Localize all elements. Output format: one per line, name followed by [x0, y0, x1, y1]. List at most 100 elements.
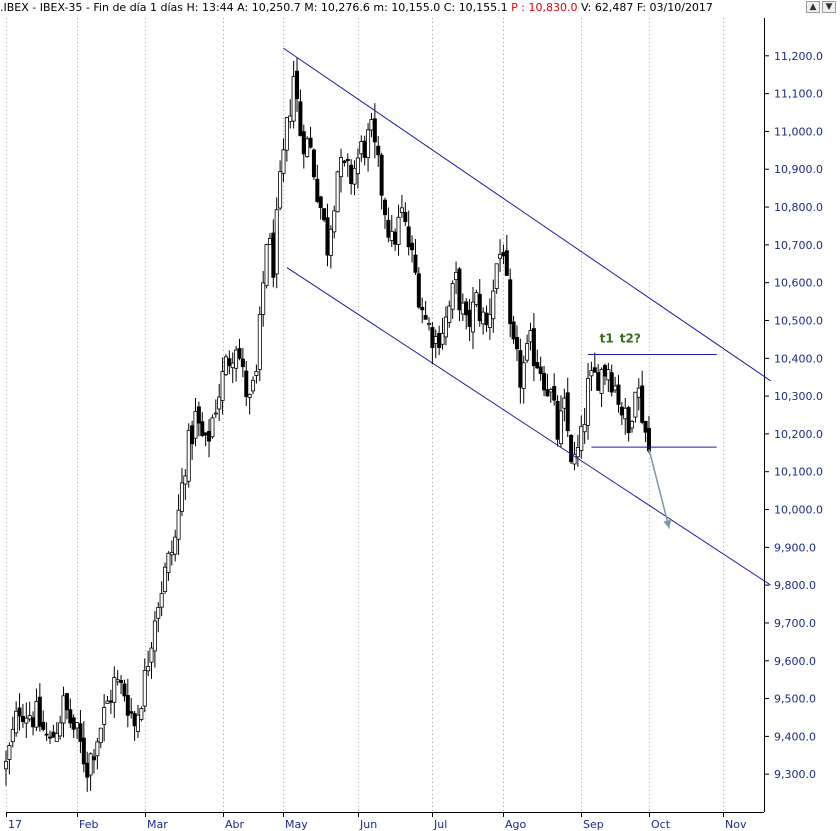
candle-body [237, 348, 242, 359]
candle-body [146, 666, 151, 672]
candle-body [464, 301, 469, 316]
candles [4, 57, 651, 792]
candle-body [535, 362, 540, 369]
candle-body [173, 536, 178, 555]
candle-body [20, 715, 25, 723]
candle-body [37, 696, 42, 727]
x-tick-label: Jun [359, 818, 377, 831]
candle-body [454, 271, 459, 281]
quote-header: .IBEX - IBEX-35 - Fin de día 1 días H: 1… [0, 0, 840, 16]
candle-body [450, 283, 455, 310]
candle-body [609, 372, 614, 393]
candle-body [457, 268, 462, 311]
candle-body [447, 305, 452, 323]
candle-body [85, 762, 90, 778]
candle-body [301, 131, 306, 155]
scroll-up-icon[interactable]: ▲ [806, 1, 820, 13]
candle-body [17, 707, 22, 717]
candle-body [470, 301, 475, 333]
candle-body [132, 712, 137, 727]
candle-body [565, 392, 570, 432]
candle-body [44, 733, 49, 736]
trendline-1 [286, 267, 772, 586]
candle-body [386, 219, 391, 238]
candle-body [542, 372, 547, 391]
candle-body [328, 228, 333, 256]
candle-body [514, 337, 519, 350]
candle-body [626, 407, 631, 434]
candle-body [399, 207, 404, 213]
symbol-label: .IBEX - IBEX-35 - Fin de día 1 días [0, 1, 183, 14]
trendline-0 [283, 47, 772, 382]
candle-body [355, 157, 360, 175]
candle-body [227, 358, 232, 367]
candle-body [108, 700, 113, 703]
candle-body [14, 710, 19, 734]
candle-body [518, 350, 523, 388]
a-label: A: [237, 1, 249, 14]
y-tick-label: 10,100.0 [774, 466, 823, 479]
candle-body [305, 138, 310, 157]
candle-body [274, 209, 279, 275]
candle-body [410, 242, 415, 251]
candle-body [207, 431, 212, 442]
candle-body [203, 432, 208, 436]
candle-body [122, 683, 127, 697]
candle-body [508, 279, 513, 325]
candle-body [223, 356, 228, 376]
candle-body [369, 119, 374, 131]
h-label: H: [186, 1, 199, 14]
x-tick-label: 17 [8, 818, 22, 831]
candle-body [423, 314, 428, 320]
candle-body [548, 389, 553, 393]
candle-body [91, 756, 96, 761]
candle-body [142, 670, 147, 707]
y-tick-label: 9,400.0 [774, 730, 816, 743]
candle-body [166, 552, 171, 573]
candle-body [61, 695, 66, 724]
x-tick-label: Ago [505, 818, 527, 831]
y-tick-label: 10,200.0 [774, 428, 823, 441]
y-tick-label: 9,700.0 [774, 617, 816, 630]
candle-body [247, 393, 252, 398]
candle-body [47, 736, 52, 739]
y-tick-label: 10,700.0 [774, 239, 823, 252]
candle-body [555, 401, 560, 440]
candle-body [349, 164, 354, 184]
candle-body [267, 238, 272, 245]
candle-body [484, 312, 489, 326]
candle-body [264, 244, 269, 287]
candle-body [308, 137, 313, 148]
candle-body [139, 708, 144, 720]
candle-body [135, 714, 140, 732]
candle-body [630, 420, 635, 429]
scroll-down-icon[interactable]: ▼ [822, 1, 836, 13]
f-label: F: [636, 1, 647, 14]
candle-body [102, 707, 107, 725]
y-tick-label: 10,400.0 [774, 352, 823, 365]
candle-body [569, 435, 574, 463]
candle-body [633, 391, 638, 418]
candle-body [528, 330, 533, 343]
v-label: V: [581, 1, 592, 14]
min-label: m: [373, 1, 388, 14]
m-label: M: [304, 1, 318, 14]
candle-body [552, 386, 557, 401]
candle-body [78, 723, 83, 742]
candle-body [196, 406, 201, 424]
candle-body [602, 365, 607, 377]
y-tick-label: 10,500.0 [774, 314, 823, 327]
candle-body [443, 316, 448, 338]
candle-body [284, 117, 289, 151]
candle-body [332, 210, 337, 233]
annotations: t1 t2? [600, 331, 641, 345]
candle-body [460, 302, 465, 315]
axis-frame [6, 18, 769, 817]
candle-body [81, 737, 86, 765]
candle-body [291, 76, 296, 122]
v-value: 62,487 [594, 1, 634, 14]
candle-body [217, 396, 222, 410]
candle-body [531, 328, 536, 367]
